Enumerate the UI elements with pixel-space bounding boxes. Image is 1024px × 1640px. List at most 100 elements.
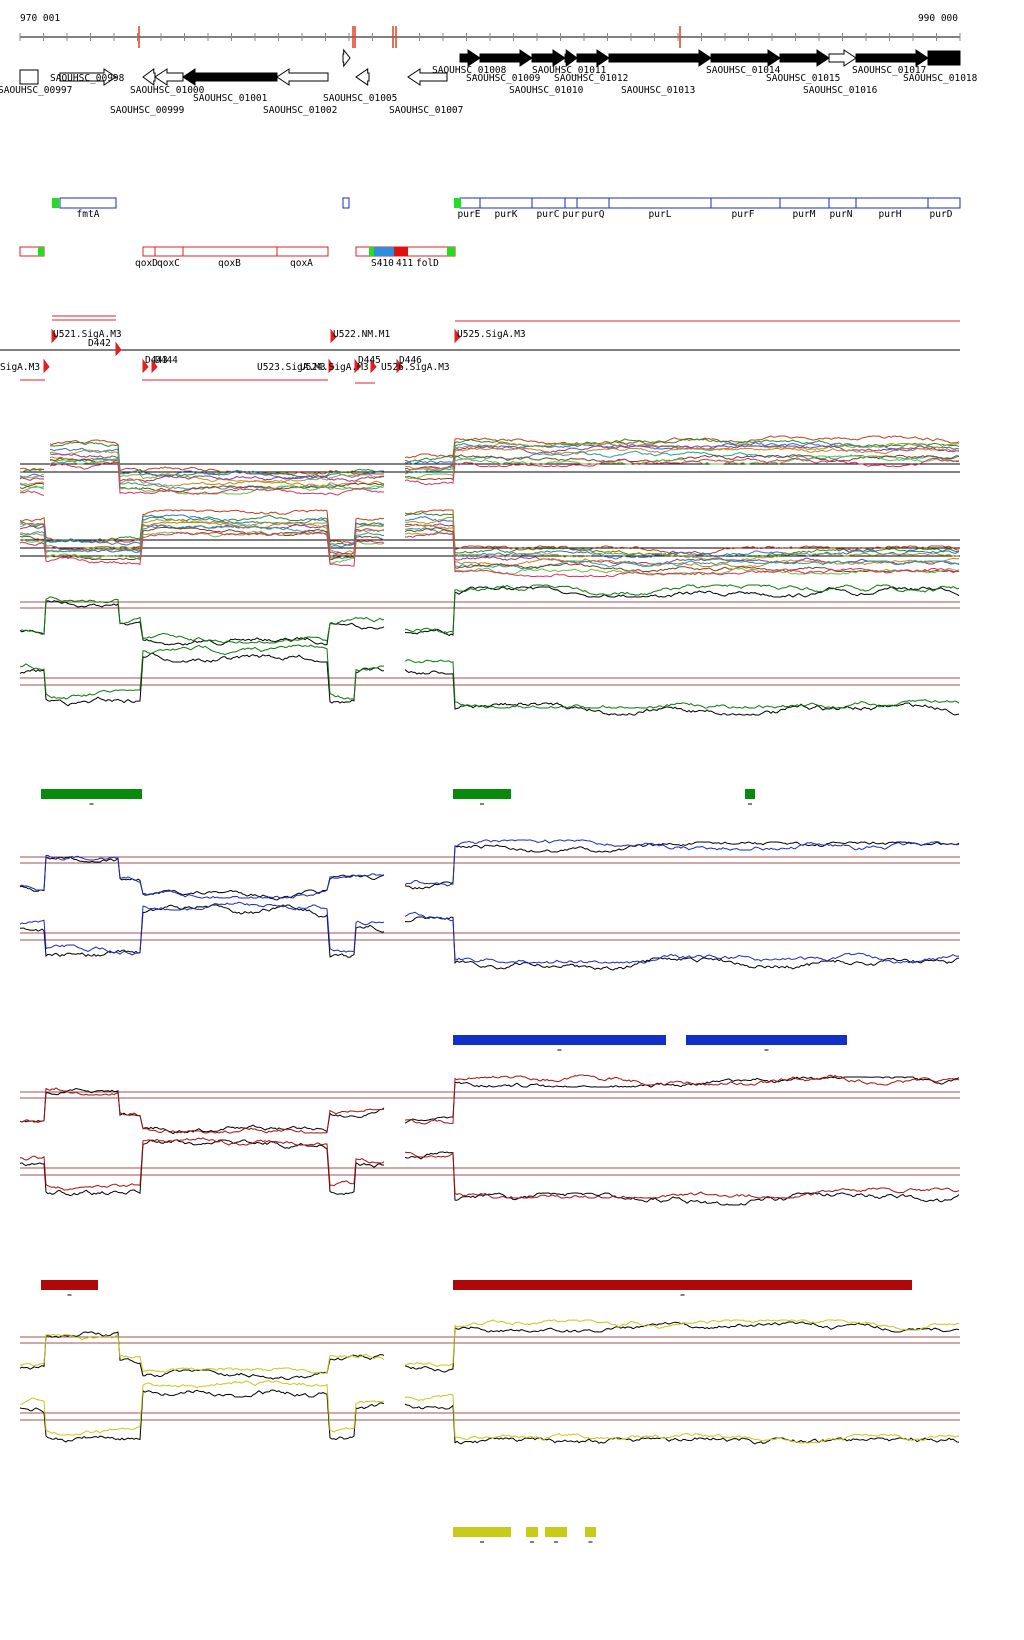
trace [19,901,960,964]
promoter-label: U525.SigA.M3 [457,329,526,340]
promoter-label: SigA.M3 [0,362,40,373]
region-bar [41,789,142,799]
operon-label: purE [458,209,481,220]
gene [855,49,929,67]
promoter-flag [328,358,335,374]
gene [355,68,370,86]
trace [19,586,960,646]
operon-label: S410 [371,258,394,269]
operon [59,197,117,209]
trace [19,1389,960,1445]
axis-start: 970 001 [20,13,60,24]
operon-label: qoxD [135,258,158,269]
operon-label: qoxC [157,258,180,269]
region-bar [453,1035,666,1045]
trace [19,447,960,488]
operon-label: purD [930,209,953,220]
operon-label: purM [793,209,816,220]
operon-label: purN [830,209,853,220]
promoter-label: D444 [155,355,178,366]
operon [855,197,929,209]
gene [407,68,448,86]
operon [564,197,578,209]
region-bar [526,1527,538,1537]
operon-label: fmtA [77,209,100,220]
gene-label: SAOUHSC_01013 [621,85,695,96]
gene-label: SAOUHSC_01005 [323,93,397,104]
trace [19,1137,960,1199]
gene [531,49,566,67]
gene-label: SAOUHSC_01008 [432,65,507,76]
trace [19,442,960,480]
operon-label: qoxA [290,258,313,269]
trace [19,458,960,496]
trace [19,1321,960,1380]
start-mark [454,198,461,208]
operon [828,197,857,209]
gene-label: SAOUHSC_01007 [389,105,463,116]
operon-label: purC [537,209,560,220]
promoter-flag [115,341,122,357]
trace [19,644,960,709]
gene-label: SAOUHSC_01011 [532,65,607,76]
operon [608,197,712,209]
trace [19,454,960,492]
promoter-flag [151,358,158,374]
promoter-label: D446 [399,355,422,366]
gene [59,68,117,86]
gene-label: SAOUHSC_00999 [110,105,185,116]
gene-label: SAOUHSC_01001 [193,93,268,104]
gene-label: SAOUHSC_01010 [509,85,584,96]
operon-label: pur [562,209,579,220]
promoter-label: D443 [145,355,168,366]
gene [142,68,156,86]
gene-label: SAOUHSC_01017 [852,65,926,76]
gene [342,48,351,68]
promoter-flag [370,358,377,374]
promoter-label: U521.SigA.M3 [53,329,122,340]
trace [19,1319,960,1375]
promoter-flag [51,328,58,344]
axis-end: 990 000 [918,13,958,24]
trace [19,584,960,644]
promoter-label: U524.SigA.M3 [300,362,369,373]
region-bar [453,789,511,799]
operon [710,197,781,209]
gene [182,68,278,86]
gene [576,49,610,67]
segment [369,247,374,256]
gene-label: SAOUHSC_01018 [903,73,978,84]
operon-label: purL [649,209,672,220]
region-bar [686,1035,847,1045]
gene-label: SAOUHSC_01015 [766,73,840,84]
region-bar [453,1527,511,1537]
segment [394,247,408,256]
promoter-flag [354,358,361,374]
trace [19,904,960,971]
operon [927,197,961,209]
gene [564,49,578,67]
operon-label: purF [732,209,755,220]
gene-label: SAOUHSC_01014 [706,65,781,76]
trace [19,514,960,560]
trace [19,839,960,899]
region-bar [545,1527,567,1537]
trace [19,445,960,483]
operon-label: purK [495,209,518,220]
promoter-flag [142,358,149,374]
operon [459,197,481,209]
operon [479,197,533,209]
operon [142,246,329,257]
promoter-label: U526.SigA.M3 [381,362,450,373]
gene [710,49,781,67]
promoter-label: U522.NM.M1 [333,329,390,340]
operon [576,197,610,209]
gene-label: SAOUHSC_01009 [466,73,541,84]
promoter-flag [454,328,461,344]
gene [608,49,712,67]
gene-label: SAOUHSC_01012 [554,73,628,84]
gene [927,50,961,66]
gene [459,49,481,67]
region-bar [41,1280,98,1290]
